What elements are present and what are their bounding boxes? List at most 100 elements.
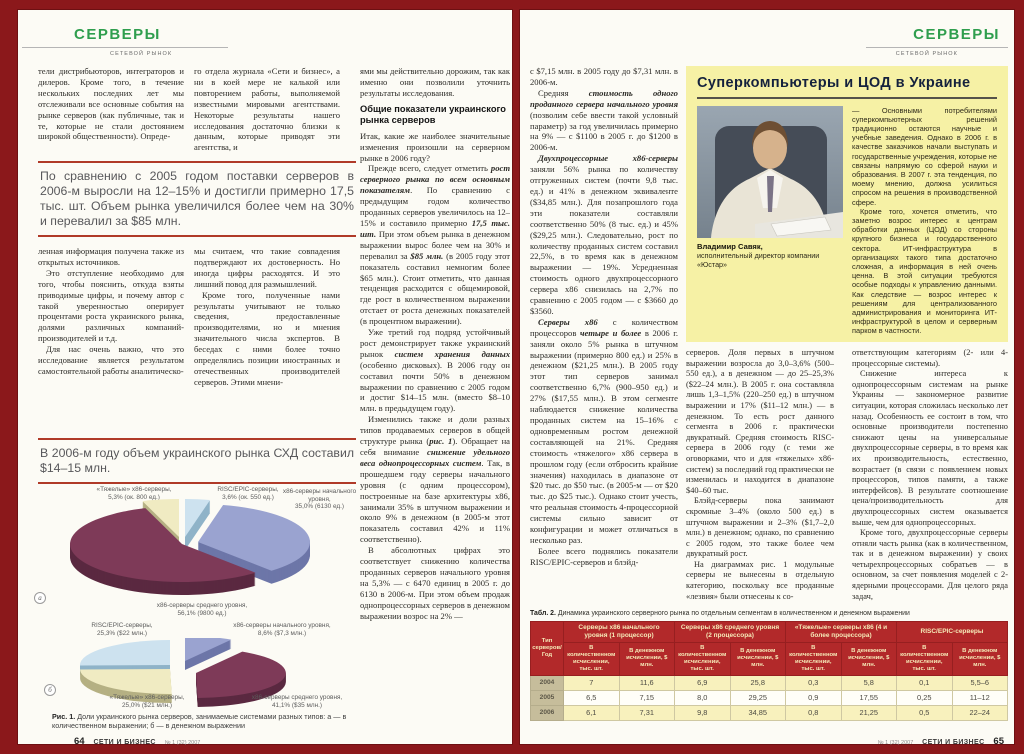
right-page-footer: № 1 (32) 2007 СЕТИ И БИЗНЕС 65 [878,731,1004,749]
value-cell: 8,0 [674,689,731,706]
left-page-footer: 64 СЕТИ И БИЗНЕС № 1 (32) 2007 [74,731,200,749]
pull-quote-servers: По сравнению с 2005 годом поставки серве… [38,161,356,237]
subsection-heading: Общие показатели украинского рынка серве… [360,103,506,126]
pie-a-label-risc: RISC/EPIC-серверы, 3,6% (ок. 550 ед.) [217,486,279,501]
value-cell: 11–12 [951,689,1008,706]
kicker-rule [866,47,1008,48]
value-cell: 6,5 [563,689,620,706]
table-sub-header: В количественном исчислении, тыс. шт. [896,641,953,676]
right-page: СЕРВЕРЫ СЕТЕВОЙ РЫНОК с $7,15 млн. в 200… [520,10,1014,747]
value-cell: 0,25 [896,689,953,706]
value-cell: 25,8 [729,674,786,691]
interview-sidebar: Суперкомпьютеры и ЦОД в Украине [686,66,1008,342]
paragraph: Средняя стоимость одного проданного серв… [530,87,678,153]
pie-b-label-entry-x86: x86-серверы начального уровня, 8,6% ($7,3… [233,622,331,637]
pie-b-label-mid-x86: x86-серверы среднего уровня, 41,1% ($35 м… [251,694,343,709]
paragraph: Прежде всего, следует отметить рост серв… [360,163,510,327]
right-col1: с $7,15 млн. в 2005 году до $7,31 млн. в… [530,66,678,604]
pie-slice [185,499,211,537]
value-cell: 21,25 [840,704,897,721]
paragraph: Итак, какие же наиболее значительные изм… [360,130,510,163]
paragraph: Более всего поднялись показатели RISC/EP… [530,545,678,567]
market-dynamics-table: Тип серверов/Год Серверы x86 начального у… [530,621,1008,721]
magazine-brand: СЕТИ И БИЗНЕС [922,739,985,746]
photo-caption: Владимир Савяк, исполнительный директор … [697,242,843,269]
table-row: 2006 6,1 7,31 9,8 34,85 0,8 21,25 0,5 22–24 [530,704,1008,721]
table-group-header: RISC/EPIC-серверы [896,621,1008,643]
figure-1: «Тяжелые» x86-серверы, 5,3% (ок. 800 ед.)… [32,486,368,710]
issue-label: № 1 (32) 2007 [164,740,201,746]
value-cell: 11,6 [618,674,675,691]
value-cell: 5,8 [840,674,897,691]
year-cell: 2005 [530,689,564,706]
paragraph: Уже третий год подряд устойчивый рост де… [360,327,510,414]
value-cell: 6,1 [563,704,620,721]
left-col1-mid: ленная информация получена также из откр… [38,246,184,436]
left-page: СЕРВЕРЫ СЕТЕВОЙ РЫНОК тели дистрибьюторо… [18,10,512,747]
person-role: исполнительный директор компании «Юстар» [697,250,820,269]
pie-chart-a [70,499,310,596]
right-col3: ответствующим категориям (2- или 4-проце… [852,348,1008,604]
value-cell: 0,3 [785,674,842,691]
table-sub-header: В количественном исчислении, тыс. шт. [674,641,731,676]
paragraph: — Основными потребителями суперкомпьютер… [852,105,997,207]
value-cell: 0,1 [896,674,953,691]
table-sub-header: В денежном исчислении, $ млн. [840,641,897,676]
table-group-header: «Тяжелые» серверы x86 (4 и более процесс… [785,621,897,643]
section-kicker-sub: СЕТЕВОЙ РЫНОК [895,51,958,57]
pie-b-marker: б [44,684,56,696]
paragraph: Блэйд-серверы пока занимают скромные 3–4… [686,496,834,559]
table-group-header: Серверы x86 среднего уровня (2 процессор… [674,621,786,643]
paragraph: Для нас очень важно, что это исследовани… [38,344,184,376]
year-cell: 2004 [530,674,564,691]
person-name: Владимир Савяк, [697,241,763,251]
table-sub-header: В денежном исчислении, $ млн. [729,641,786,676]
pie-b-label-risc: RISC/EPIC-серверы, 25,3% ($22 млн.) [91,622,153,637]
paragraph: На диаграммах рис. 1 модульные серверы н… [686,559,834,601]
table-sub-header: В денежном исчислении, $ млн. [951,641,1008,676]
section-kicker: СЕРВЕРЫ [74,26,161,43]
paragraph: Двухпроцессорные x86-серверы заняли 56% … [530,153,678,316]
magazine-brand: СЕТИ И БИЗНЕС [93,739,156,746]
pie-slice [80,669,172,695]
pie-slice [196,651,286,698]
pie-slice [185,638,232,661]
pie-b-label-heavy-x86: «Тяжелые» x86-серверы, 25,0% ($21 млн.) [109,694,185,709]
pie-a-marker: а [34,592,46,604]
table-sub-header: В денежном исчислении, $ млн. [618,641,675,676]
left-col3: ями мы действительно дорожим, так как им… [360,66,510,648]
pie-slice [142,499,179,537]
pie-slice [79,640,170,666]
sidebar-title: Суперкомпьютеры и ЦОД в Украине [697,75,971,91]
paragraph: го отдела журнала «Сети и бизнес», а ни … [194,66,340,153]
pie-slice [198,505,310,571]
paragraph: Это отступление необходимо для того, что… [38,267,184,344]
issue-label: № 1 (32) 2007 [877,740,914,746]
left-col1-top: тели дистрибьюторов, интеграторов и диле… [38,66,184,158]
paragraph: тели дистрибьюторов, интеграторов и диле… [38,66,184,142]
page-number: 64 [74,736,85,747]
left-col2-mid: мы считаем, что такие совпадения подтвер… [194,246,340,436]
right-col2: серверов. Доля первых в штучном выражени… [686,348,834,604]
table-row: 2005 6,5 7,15 8,0 29,25 0,9 17,55 0,25 11–12 [530,689,1008,706]
paragraph: мы считаем, что такие совпадения подтвер… [194,246,340,289]
table-2-caption: Табл. 2. Динамика украинского серверного… [530,610,910,617]
table-corner-header: Тип серверов/Год [530,621,564,676]
table-row: 2004 7 11,6 6,9 25,8 0,3 5,8 0,1 5,5–6 [530,674,1008,691]
value-cell: 17,55 [840,689,897,706]
pie-a-label-entry-x86: x86-серверы начального уровня, 35,0% (613… [282,488,357,511]
value-cell: 7 [563,674,620,691]
value-cell: 34,85 [729,704,786,721]
pie-a-label-mid-x86: x86-серверы среднего уровня, 56,1% (9800 … [156,602,248,617]
value-cell: 22–24 [951,704,1008,721]
table-sub-header: В количественном исчислении, тыс. шт. [563,641,620,676]
left-col2-top: го отдела журнала «Сети и бизнес», а ни … [194,66,340,158]
paragraph: Кроме того, хочется отметить, что заметн… [852,206,997,336]
kicker-rule [22,47,228,48]
value-cell: 7,15 [618,689,675,706]
table-group-header: Серверы x86 начального уровня (1 процесс… [563,621,675,643]
year-cell: 2006 [530,704,564,721]
sidebar-title-rule [697,96,997,99]
value-cell: 0,9 [785,689,842,706]
